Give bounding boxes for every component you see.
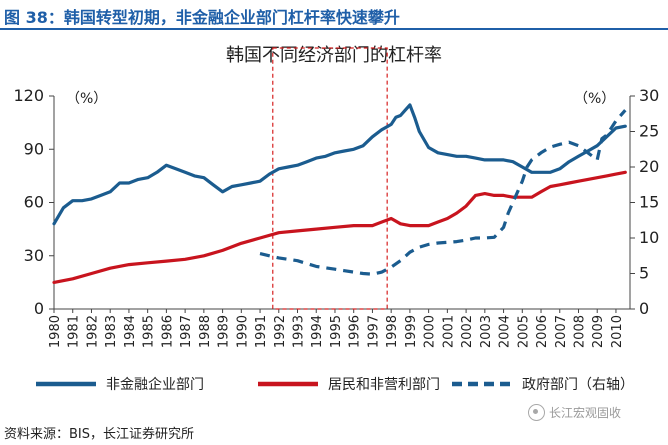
x-tick-label: 2003 — [479, 315, 494, 348]
x-tick-label: 1984 — [123, 315, 138, 348]
x-tick-label: 1992 — [273, 315, 288, 348]
government-line — [259, 109, 627, 276]
x-tick-label: 1989 — [217, 315, 232, 348]
y-right-tick-label: 5 — [639, 264, 649, 283]
y-left-tick-label: 60 — [24, 193, 44, 212]
watermark: 长江宏观固收 — [528, 404, 621, 421]
x-tick-label: 2010 — [610, 315, 625, 348]
x-tick-label: 1980 — [48, 315, 63, 348]
watermark-text: 长江宏观固收 — [549, 406, 622, 420]
x-tick-label: 1985 — [142, 315, 157, 348]
x-tick-label: 1993 — [292, 315, 307, 348]
title-rule — [0, 28, 668, 30]
x-tick-label: 1981 — [67, 315, 82, 348]
x-tick-label: 2009 — [591, 315, 606, 348]
x-tick-label: 1997 — [366, 315, 381, 348]
y-right-tick-label: 30 — [639, 86, 659, 105]
x-tick-label: 1986 — [160, 315, 175, 348]
y-left-tick-label: 30 — [24, 246, 44, 265]
x-tick-label: 1990 — [235, 315, 250, 348]
x-tick-label: 1982 — [85, 315, 100, 348]
legend-household-label: 居民和非营利部门 — [328, 377, 440, 393]
x-tick-label: 1988 — [198, 315, 213, 348]
chart: 韩国不同经济部门的杠杆率 （%） （%） 0 30 60 90 120 0 5 10 15 20 2… — [0, 36, 668, 416]
highlight-period-box — [272, 47, 388, 310]
chart-canvas: 韩国不同经济部门的杠杆率 （%） （%） 0 30 60 90 120 0 5 10 15 20 2… — [13, 45, 659, 393]
y-left-tick-label: 120 — [13, 86, 44, 105]
x-tick-label: 1995 — [329, 315, 344, 348]
x-tick-label: 1996 — [348, 315, 363, 348]
y-right-tick-label: 15 — [639, 193, 659, 212]
y-left-unit: （%） — [66, 91, 107, 107]
y-right-tick-label: 0 — [639, 299, 649, 318]
wechat-icon — [528, 404, 545, 421]
y-left-tick-label: 0 — [34, 299, 44, 318]
x-tick-label: 1994 — [310, 315, 325, 348]
x-tick-label: 2004 — [498, 315, 513, 348]
x-tick-label: 1983 — [104, 315, 119, 348]
x-tick-label: 2005 — [516, 315, 531, 348]
chart-title: 韩国不同经济部门的杠杆率 — [226, 45, 442, 66]
x-tick-label: 2007 — [554, 315, 569, 348]
y-right-tick-label: 25 — [639, 122, 659, 141]
nonfin-corporate-line — [52, 103, 627, 226]
x-tick-label: 2006 — [535, 315, 550, 348]
y-right-unit: （%） — [574, 91, 615, 107]
y-right-tick-label: 20 — [639, 157, 659, 176]
x-tick-label: 1999 — [404, 315, 419, 348]
x-tick-label: 2002 — [460, 315, 475, 348]
legend-nonfin-corporate-label: 非金融企业部门 — [106, 376, 204, 393]
household-line — [52, 170, 627, 284]
x-tick-label: 1991 — [254, 315, 269, 348]
source-note: 资料来源：BIS，长江证券研究所 — [4, 427, 195, 442]
legend-government-label: 政府部门（右轴） — [522, 377, 634, 393]
x-tick-label: 1987 — [179, 315, 194, 348]
x-tick-label: 2008 — [572, 315, 587, 348]
x-tick-label: 2000 — [423, 315, 438, 348]
x-tick-label: 1998 — [385, 315, 400, 348]
x-tick-label: 2001 — [441, 315, 456, 348]
y-left-tick-label: 90 — [24, 139, 44, 158]
y-right-tick-label: 10 — [639, 228, 659, 247]
figure-title: 图 38：韩国转型初期，非金融企业部门杠杆率快速攀升 — [4, 8, 400, 27]
